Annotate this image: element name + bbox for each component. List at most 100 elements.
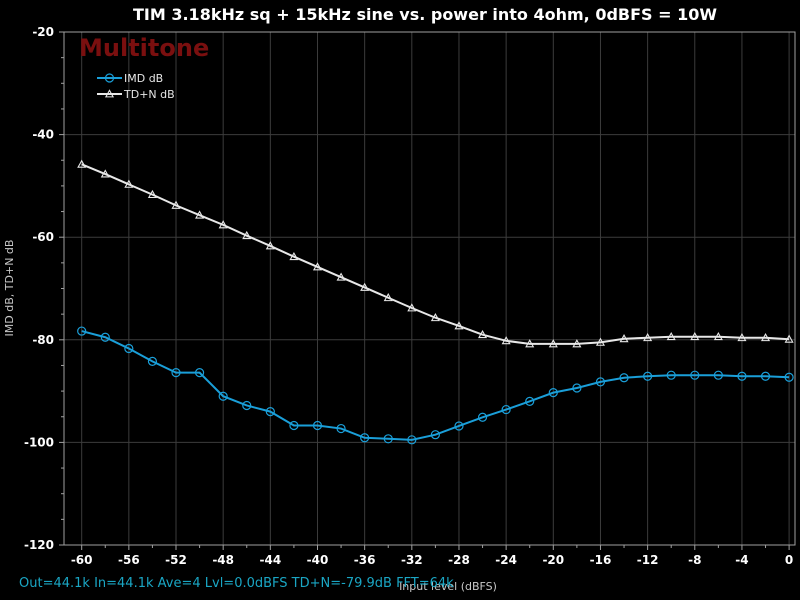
legend-marker — [104, 73, 115, 83]
x-tick-label: 0 — [785, 553, 793, 567]
data-point — [548, 388, 558, 398]
data-point — [548, 339, 558, 348]
x-tick-label: -52 — [165, 553, 187, 567]
legend-label: TD+N dB — [123, 88, 175, 101]
y-axis-label: IMD dB, TD+N dB — [3, 240, 16, 337]
data-point — [643, 333, 653, 342]
x-tick-label: -16 — [590, 553, 612, 567]
x-tick-label: -36 — [354, 553, 376, 567]
data-point — [572, 339, 582, 348]
legend-marker — [104, 89, 115, 98]
data-point — [383, 293, 393, 302]
data-point — [666, 331, 676, 341]
x-tick-label: -4 — [735, 553, 748, 567]
y-tick-label: -100 — [24, 435, 54, 449]
data-point — [784, 334, 794, 343]
series-layer — [77, 159, 794, 445]
data-point — [737, 333, 747, 342]
x-axis-label: Input level (dBFS) — [399, 580, 497, 593]
data-point — [100, 169, 110, 178]
data-point — [194, 368, 205, 378]
data-point — [407, 435, 417, 445]
y-tick-label: -60 — [32, 230, 54, 244]
x-tick-label: -60 — [71, 553, 93, 567]
x-tick-label: -40 — [307, 553, 329, 567]
data-point — [501, 336, 511, 345]
series-line — [81, 163, 790, 345]
data-point — [218, 220, 228, 229]
data-point — [147, 356, 158, 366]
data-point — [171, 368, 181, 378]
data-point — [619, 334, 629, 343]
x-tick-label: -28 — [448, 553, 470, 567]
data-point — [312, 420, 323, 431]
x-tick-label: -12 — [637, 553, 659, 567]
data-point — [595, 337, 605, 346]
y-tick-label: -80 — [32, 333, 54, 347]
x-tick-label: -32 — [401, 553, 423, 567]
data-point — [407, 303, 417, 312]
data-point — [477, 412, 488, 422]
data-point — [100, 332, 110, 342]
chart-title: TIM 3.18kHz sq + 15kHz sine vs. power in… — [133, 5, 717, 24]
data-point — [171, 200, 181, 209]
data-point — [713, 370, 723, 380]
x-tick-label: -20 — [542, 553, 564, 567]
data-point — [760, 371, 771, 381]
x-tick-label: -8 — [688, 553, 701, 567]
legend: IMD dB TD+N dB — [97, 72, 175, 101]
data-point — [360, 433, 370, 443]
axis-ticks: -60 -56 -52 -48 -44 -40 -36 -32 -28 -24 -20 -16 -12-… — [24, 25, 793, 567]
x-tick-label: -56 — [118, 553, 140, 567]
data-point — [242, 400, 252, 411]
data-point — [501, 404, 511, 415]
data-point — [784, 372, 794, 382]
x-tick-label: -44 — [259, 553, 281, 567]
data-point — [77, 326, 87, 336]
data-point — [289, 251, 299, 261]
data-point — [312, 262, 323, 271]
data-point — [643, 371, 653, 381]
data-point — [124, 343, 134, 354]
status-line: Out=44.1k In=44.1k Ave=4 Lvl=0.0dBFS TD+… — [19, 576, 454, 591]
data-point — [242, 230, 252, 240]
data-point — [124, 179, 134, 188]
x-tick-label: -48 — [212, 553, 234, 567]
data-point — [336, 272, 346, 281]
data-point — [666, 370, 676, 380]
data-point — [478, 329, 488, 339]
data-point — [360, 282, 370, 291]
data-point — [289, 420, 299, 431]
data-point — [383, 434, 393, 444]
data-point — [77, 159, 87, 168]
data-point — [690, 331, 700, 341]
series-line — [81, 330, 790, 441]
legend-label: IMD dB — [124, 72, 163, 85]
data-point — [619, 373, 629, 383]
data-point — [690, 370, 700, 380]
data-point — [572, 383, 582, 393]
data-point — [737, 371, 747, 381]
data-point — [713, 331, 723, 341]
data-point — [595, 377, 606, 387]
y-tick-label: -120 — [24, 538, 54, 552]
y-tick-label: -20 — [32, 25, 54, 39]
data-point — [195, 210, 205, 219]
watermark-logo: Multitone — [79, 34, 209, 62]
data-point — [218, 391, 228, 401]
data-point — [454, 321, 464, 330]
data-point — [430, 430, 440, 440]
data-point — [430, 313, 440, 322]
data-point — [265, 241, 275, 250]
x-tick-label: -24 — [495, 553, 517, 567]
data-point — [525, 339, 535, 348]
data-point — [454, 421, 464, 431]
data-point — [525, 396, 535, 406]
data-point — [760, 333, 771, 342]
data-point — [265, 407, 275, 417]
y-tick-label: -40 — [32, 128, 54, 142]
data-point — [336, 423, 346, 434]
data-point — [147, 189, 157, 199]
